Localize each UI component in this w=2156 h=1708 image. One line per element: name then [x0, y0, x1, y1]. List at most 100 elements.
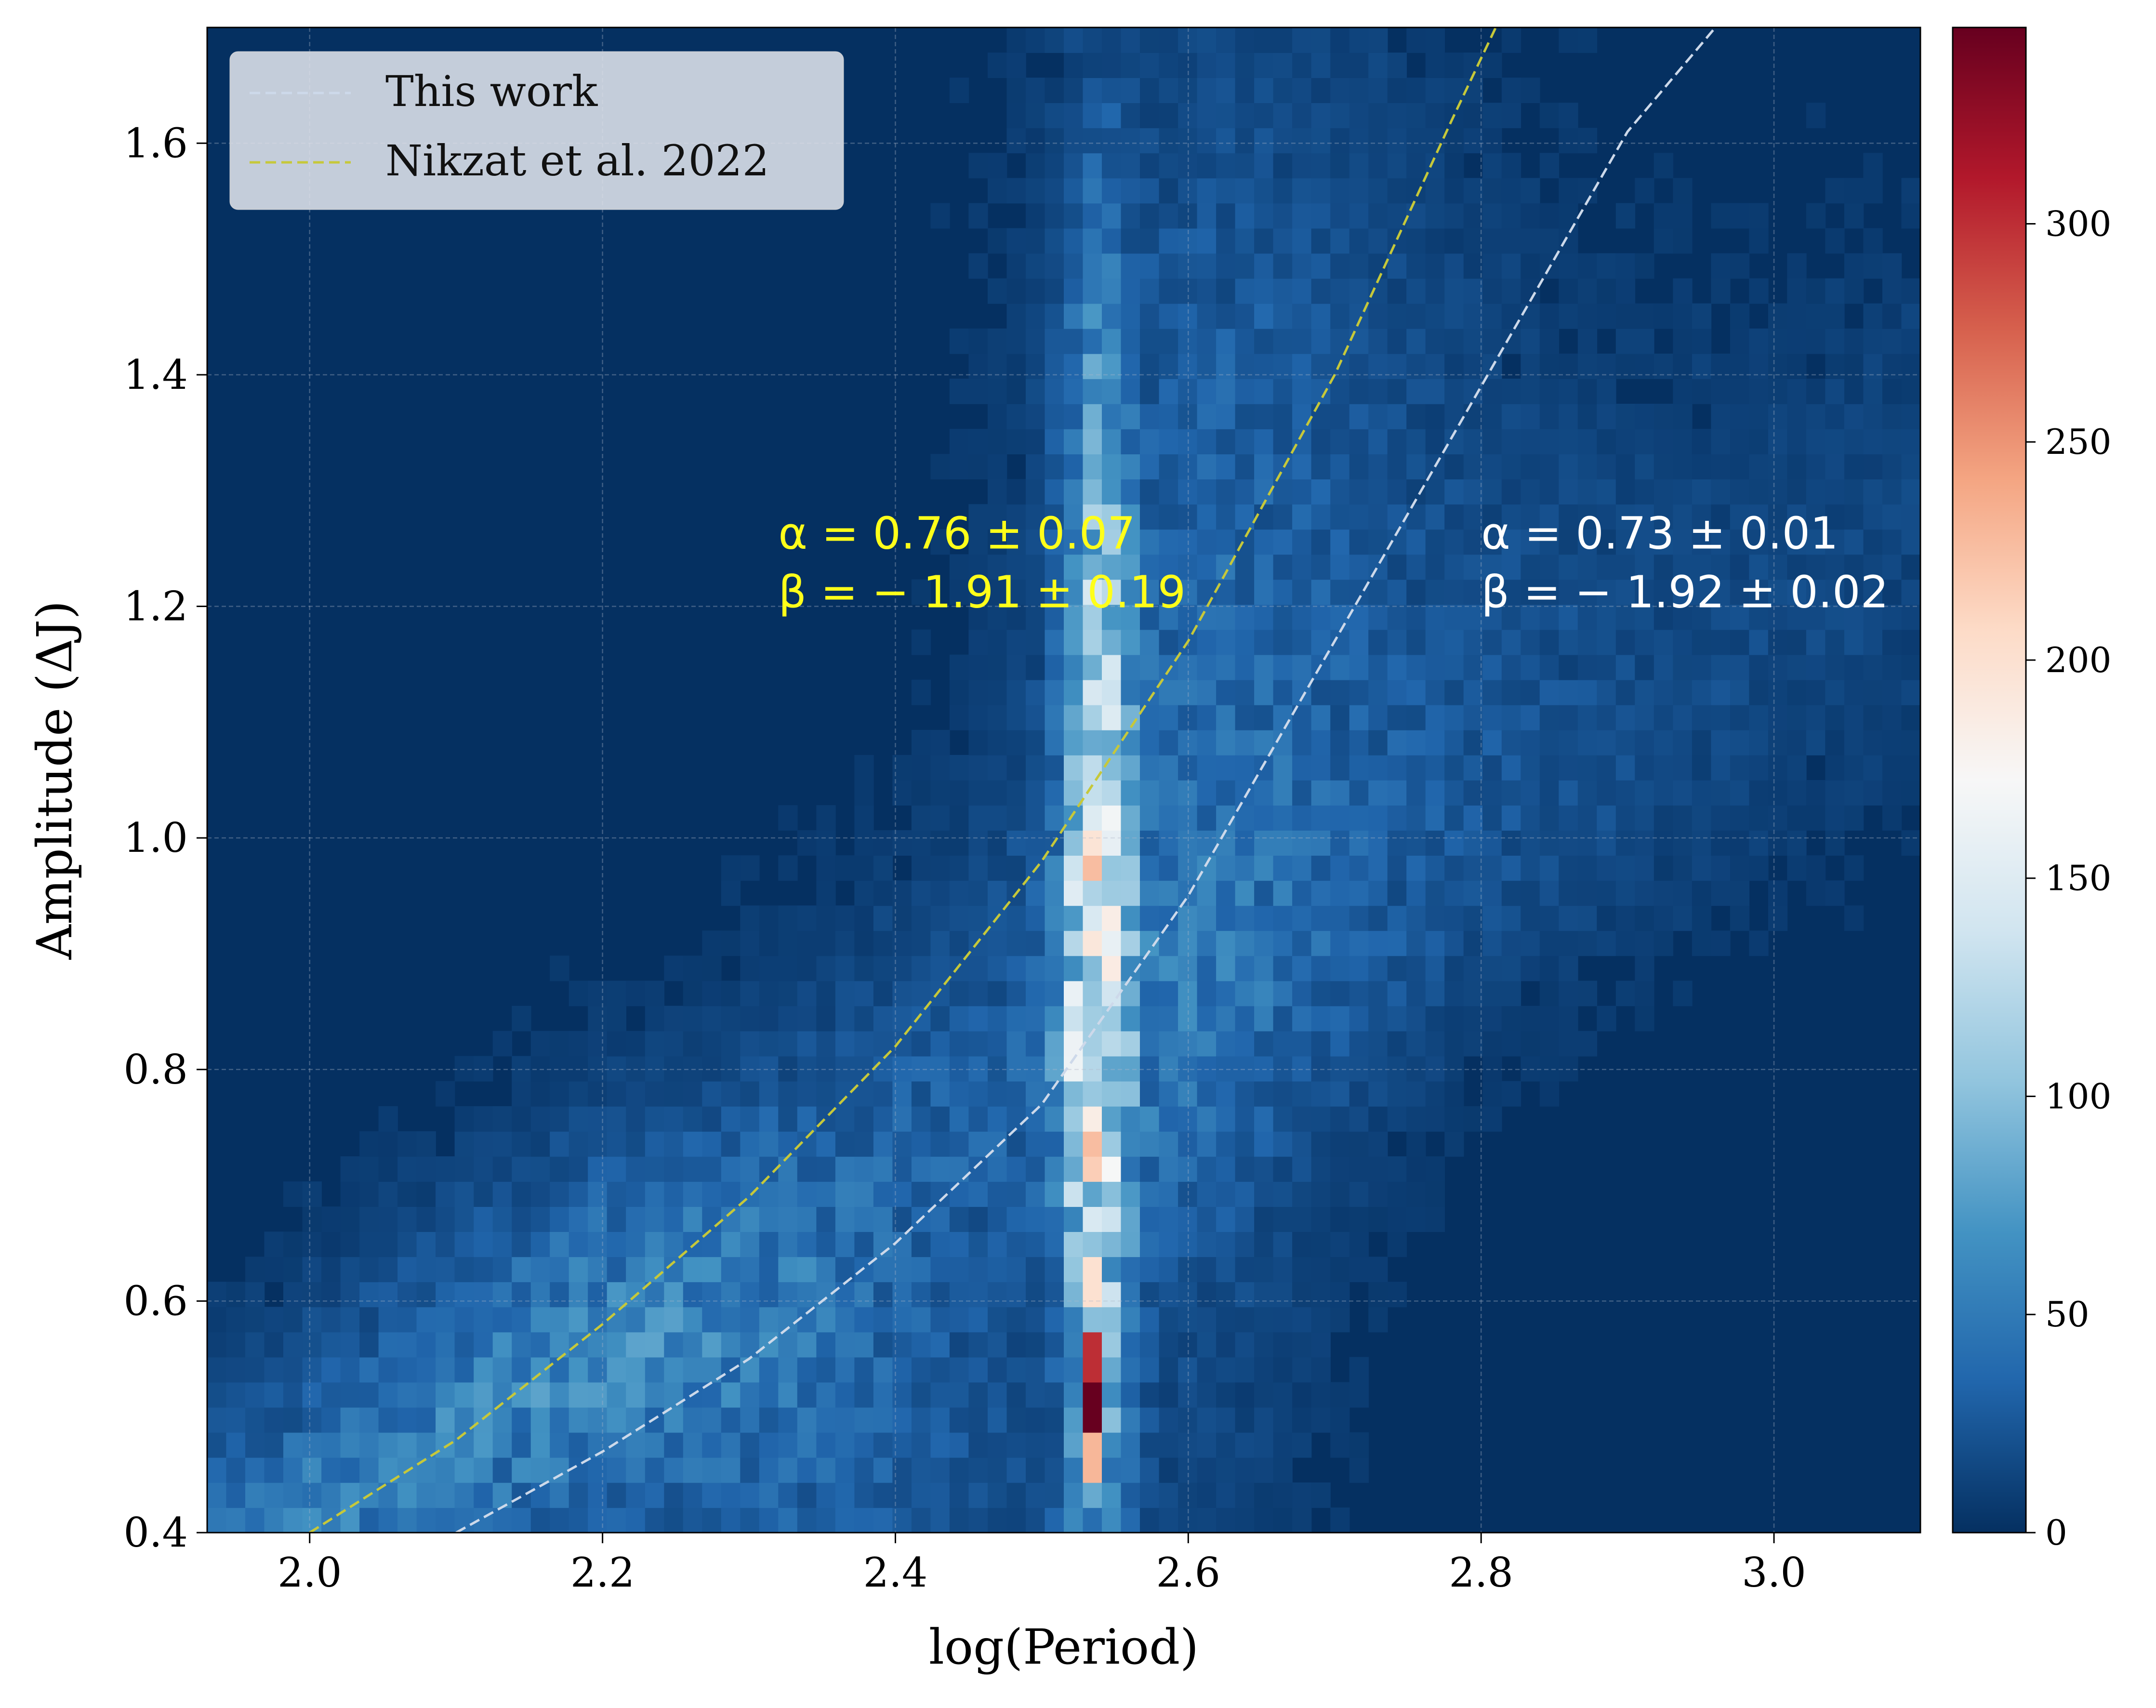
heat-cell	[1045, 153, 1064, 179]
heat-cell	[340, 1432, 360, 1458]
heat-cell	[1521, 905, 1540, 931]
heat-cell	[1064, 328, 1084, 354]
heat-cell	[1501, 404, 1521, 429]
heat-cell	[1482, 554, 1502, 580]
heat-cell	[1349, 378, 1369, 404]
heat-cell	[1026, 905, 1045, 931]
heat-cell	[607, 1181, 626, 1207]
heat-cell	[949, 1382, 969, 1408]
heat-cell	[1387, 53, 1407, 78]
heat-cell	[1863, 704, 1883, 730]
heat-cell	[1064, 454, 1084, 479]
heat-cell	[321, 1432, 341, 1458]
heat-cell	[949, 1507, 969, 1533]
heat-cell	[911, 780, 931, 806]
heat-cell	[854, 1181, 874, 1207]
heat-cell	[759, 1357, 779, 1383]
heat-cell	[778, 1031, 798, 1057]
heat-cell	[283, 1231, 303, 1258]
heat-cell	[1749, 429, 1769, 454]
heat-cell	[1178, 178, 1198, 204]
heat-cell	[1539, 554, 1560, 580]
heat-cell	[607, 1457, 626, 1483]
heat-cell	[1882, 278, 1902, 304]
heat-cell	[930, 1231, 950, 1258]
heat-cell	[645, 1357, 665, 1383]
heat-cell	[1463, 830, 1483, 856]
heat-cell	[416, 1131, 436, 1157]
heat-cell	[1311, 454, 1331, 479]
heat-cell	[1577, 729, 1598, 755]
heat-cell	[1311, 78, 1331, 103]
heat-cell	[1615, 203, 1636, 229]
heat-cell	[816, 1257, 836, 1283]
heat-cell	[1539, 629, 1560, 655]
heat-cell	[1653, 203, 1674, 229]
heat-cell	[1045, 604, 1064, 630]
heat-cell	[1901, 679, 1920, 705]
heat-cell	[1635, 504, 1654, 530]
heat-cell	[359, 1181, 379, 1207]
heat-cell	[1330, 1006, 1350, 1032]
heat-cell	[492, 1131, 512, 1157]
heat-cell	[1482, 479, 1502, 505]
heat-cell	[1026, 128, 1045, 154]
heat-cell	[1121, 454, 1140, 479]
heat-cell	[988, 780, 1007, 806]
heat-cell	[1159, 1382, 1178, 1408]
heat-cell	[740, 855, 760, 881]
heat-cell	[1635, 479, 1654, 505]
heat-cell	[1539, 228, 1560, 254]
heat-cell	[1006, 1407, 1026, 1433]
heat-cell	[1692, 729, 1712, 755]
heat-cell	[416, 1156, 436, 1182]
heat-cell	[1330, 153, 1350, 179]
heat-cell	[1026, 830, 1045, 856]
heat-cell	[988, 153, 1007, 179]
heat-cell	[1444, 1131, 1464, 1157]
heat-cell	[264, 1382, 284, 1408]
heat-cell	[1006, 504, 1026, 530]
heat-cell	[1083, 278, 1102, 304]
heat-cell	[1026, 178, 1045, 204]
heat-cell	[1273, 729, 1293, 755]
heat-cell	[1349, 1056, 1369, 1082]
heat-cell	[1825, 353, 1845, 379]
heat-cell	[245, 1307, 265, 1333]
heat-cell	[683, 1257, 703, 1283]
heat-cell	[569, 1382, 588, 1408]
heat-cell	[1006, 830, 1026, 856]
heat-cell	[1501, 579, 1521, 605]
heat-cell	[968, 1181, 988, 1207]
heat-cell	[1045, 1507, 1064, 1533]
heat-cell	[1387, 1031, 1407, 1057]
fit-annotations: α = 0.76 ± 0.07β = − 1.91 ± 0.19α = 0.73…	[778, 507, 1889, 618]
heat-cell	[1597, 930, 1616, 956]
heat-cell	[854, 1106, 874, 1132]
heat-cell	[1730, 905, 1750, 931]
heat-cell	[1026, 704, 1045, 730]
heat-cell	[1463, 454, 1483, 479]
heat-cell	[854, 830, 874, 856]
heat-cell	[474, 1457, 493, 1483]
heat-cell	[1577, 454, 1598, 479]
heat-cell	[1387, 905, 1407, 931]
heat-cell	[1045, 328, 1064, 354]
heat-cell	[1006, 353, 1026, 379]
heat-cell	[416, 1382, 436, 1408]
heat-cell	[1673, 980, 1693, 1006]
heat-cell	[1635, 805, 1654, 831]
heat-cell	[1844, 805, 1864, 831]
x-tick-label: 2.4	[863, 1549, 928, 1596]
heat-cell	[1806, 504, 1826, 530]
heat-cell	[1197, 128, 1217, 154]
heat-cell	[1140, 1507, 1160, 1533]
heat-cell	[1501, 454, 1521, 479]
heat-cell	[1749, 203, 1769, 229]
heat-cell	[1368, 203, 1388, 229]
heat-cell	[1159, 378, 1178, 404]
heat-cell	[968, 1081, 988, 1107]
heat-cell	[569, 1206, 588, 1232]
heat-cell	[1521, 679, 1540, 705]
heat-cell	[397, 1382, 417, 1408]
